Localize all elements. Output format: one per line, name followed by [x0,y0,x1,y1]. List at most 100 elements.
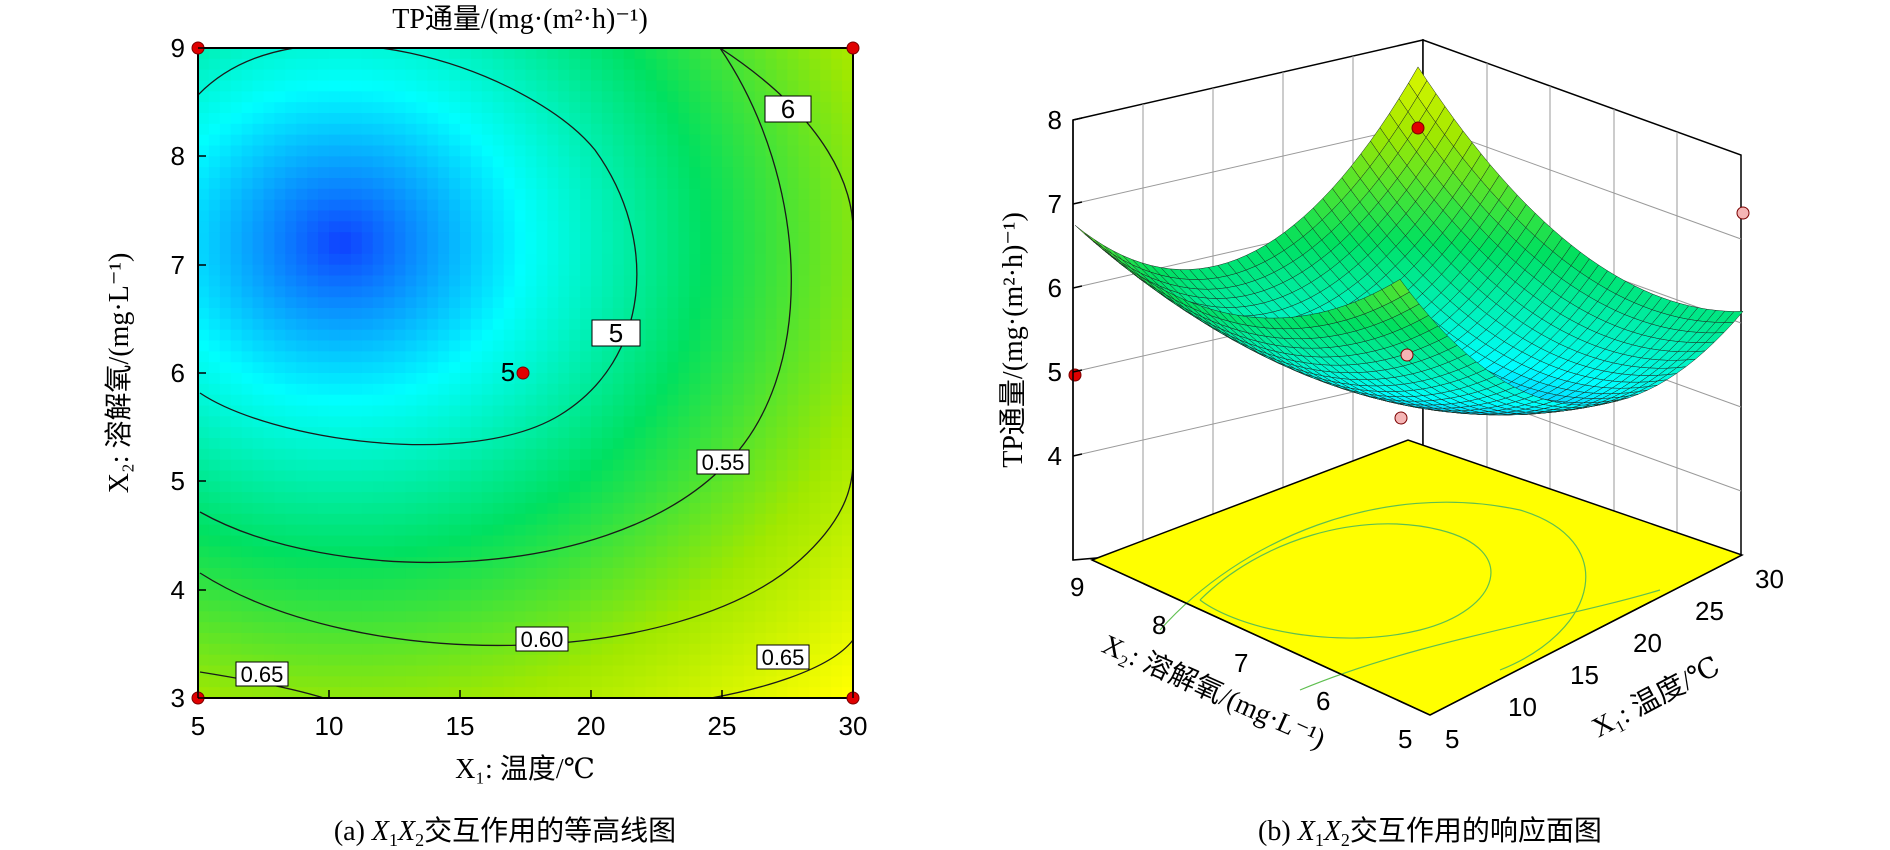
heat-cell [438,524,450,537]
heat-cell [263,654,276,667]
heat-cell [776,80,789,92]
heat-cell [754,58,767,71]
heat-cell [339,535,352,547]
heat-cell [208,221,221,233]
heat-cell [481,654,494,667]
heat-cell [492,221,505,233]
heat-cell [470,373,483,385]
heat-cell [339,91,352,103]
heat-cell [732,340,745,352]
heat-cell [460,264,472,277]
heat-cell [558,286,570,298]
heat-cell [329,654,341,667]
heat-cell [656,535,669,547]
heat-cell [645,145,658,157]
heat-cell [569,221,581,233]
heat-cell [580,676,592,688]
heat-cell [405,351,417,363]
heat-cell [405,178,417,190]
heat-cell [580,210,592,222]
heat-cell [743,253,756,266]
heat-cell [361,188,374,201]
heat-cell [700,427,712,439]
heat-cell [339,145,352,157]
heat-cell [776,329,789,342]
heat-cell [580,643,592,656]
heat-cell [318,318,330,331]
heat-cell [754,286,767,298]
heat-cell [798,286,810,298]
heat-cell [449,611,461,623]
x1-tick-label: 15 [1570,660,1599,690]
heat-cell [787,676,800,688]
response-surface [1074,66,1744,416]
heat-cell [634,589,647,602]
heat-cell [208,145,221,157]
heat-cell [558,243,570,255]
heat-cell [656,69,669,82]
heat-cell [820,156,832,168]
heat-cell [765,362,778,374]
heat-cell [219,134,232,147]
heat-cell [285,654,297,667]
heat-cell [383,600,396,612]
heat-cell [285,492,297,504]
heat-cell [525,210,538,222]
heat-cell [198,80,210,92]
heat-cell [285,340,297,352]
heat-cell [285,448,297,461]
heat-cell [329,503,341,515]
heat-cell [820,145,832,157]
heat-cell [678,535,690,547]
heat-cell [252,188,265,201]
heat-cell [678,568,690,580]
heat-cell [591,665,603,677]
heat-cell [809,167,821,179]
design-point [846,41,860,55]
heat-cell [743,665,756,677]
heat-cell [536,286,548,298]
heat-cell [296,91,308,103]
heat-cell [689,329,701,342]
heat-cell [383,405,396,417]
heat-cell [208,383,221,396]
heat-cell [645,394,658,407]
heat-cell [318,373,330,385]
heat-cell [252,600,265,612]
heat-cell [765,253,778,266]
heat-cell [427,264,439,277]
heat-cell [667,253,679,266]
heat-cell [547,145,559,157]
z-axis-ticks [1072,117,1083,457]
heat-cell [449,188,461,201]
heat-cell [732,286,745,298]
heat-cell [689,134,701,147]
heat-cell [339,622,352,634]
heat-cell [438,427,450,439]
heat-cell [601,188,614,201]
heat-cell [449,199,461,212]
heat-cell [198,524,210,537]
heat-cell [645,524,658,537]
heat-cell [580,362,592,374]
heat-cell [208,156,221,168]
heat-cell [383,113,396,125]
heat-cell [460,373,472,385]
heat-cell [525,329,538,342]
heat-cell [580,178,592,190]
heat-cell [361,665,374,677]
heat-cell [536,243,548,255]
heat-cell [623,80,636,92]
heat-cell [536,113,548,125]
heat-cell [219,492,232,504]
heat-cell [612,492,625,504]
heat-cell [558,405,570,417]
heat-cell [241,448,254,461]
heat-cell [831,557,843,569]
heat-cell [667,470,679,482]
heat-cell [383,535,396,547]
x1-tick-label: 5 [1445,724,1459,754]
heat-cell [307,113,319,125]
heat-cell [711,373,723,385]
heat-cell [252,546,265,558]
